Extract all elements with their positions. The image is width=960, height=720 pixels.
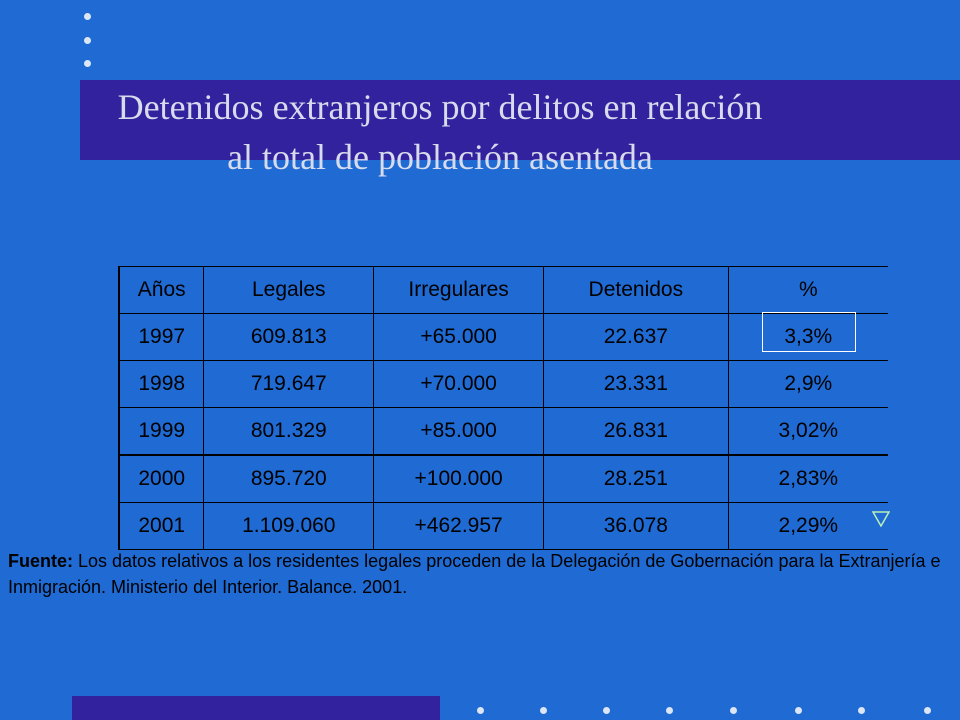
cell-detenidos: 23.331 [543,360,729,408]
cell-detenidos: 28.251 [543,454,729,503]
cell-detenidos: 26.831 [543,407,729,456]
cell-legales: 719.647 [203,360,375,408]
cell-percent: 3,3% [727,313,888,361]
table-row: 1998 719.647 +70.000 23.331 2,9% [118,360,888,408]
cell-legales: 609.813 [203,313,375,361]
cell-year: 1998 [118,360,205,408]
cell-year: 1997 [118,313,205,361]
decorative-dot [858,707,865,714]
table-row: 2000 895.720 +100.000 28.251 2,83% [118,454,888,503]
title-line-1: Detenidos extranjeros por delitos en rel… [117,87,763,127]
cell-percent: 2,83% [727,454,888,503]
cell-irregulares: +65.000 [373,313,545,361]
cell-detenidos: 36.078 [543,502,729,550]
decorative-dot [540,707,547,714]
decorative-dot [730,707,737,714]
cell-legales: 1.109.060 [203,502,375,550]
source-note: Fuente: Los datos relativos a los reside… [8,548,958,600]
decorative-dot [477,707,484,714]
cell-year: 2000 [118,454,205,503]
title-band [80,80,960,160]
header-detenidos: Detenidos [543,266,729,314]
decorative-dot [924,707,931,714]
cell-irregulares: +462.957 [373,502,545,550]
source-text: Los datos relativos a los residentes leg… [8,551,941,597]
decorative-dot [603,707,610,714]
cell-irregulares: +85.000 [373,407,545,456]
header-anos: Años [118,266,205,314]
cell-legales: 895.720 [203,454,375,503]
table-row: 2001 1.109.060 +462.957 36.078 2,29% [118,502,888,550]
header-irregulares: Irregulares [373,266,545,314]
cell-percent: 2,9% [727,360,888,408]
cell-legales: 801.329 [203,407,375,456]
data-table: Años Legales Irregulares Detenidos % 199… [118,266,888,550]
cell-detenidos: 22.637 [543,313,729,361]
title-line-2: al total de población asentada [227,137,653,177]
decorative-dot [84,37,91,44]
source-label: Fuente: [8,551,73,571]
decorative-dot [795,707,802,714]
cell-irregulares: +70.000 [373,360,545,408]
table-row: 1999 801.329 +85.000 26.831 3,02% [118,407,888,456]
header-legales: Legales [203,266,375,314]
decorative-dot [666,707,673,714]
bottom-band [72,696,440,720]
cell-year: 2001 [118,502,205,550]
table-row: 1997 609.813 +65.000 22.637 3,3% [118,313,888,361]
table-header-row: Años Legales Irregulares Detenidos % [118,266,888,314]
cell-percent: 2,29% [727,502,888,550]
cell-percent: 3,02% [727,407,888,456]
data-table-container: Años Legales Irregulares Detenidos % 199… [118,266,888,550]
cell-year: 1999 [118,407,205,456]
slide-title: Detenidos extranjeros por delitos en rel… [80,82,800,182]
decorative-dot [84,60,91,67]
decorative-dot [84,13,91,20]
down-triangle-icon [872,511,890,527]
header-percent: % [727,266,888,314]
cell-irregulares: +100.000 [373,454,545,503]
highlight-box [762,312,856,352]
